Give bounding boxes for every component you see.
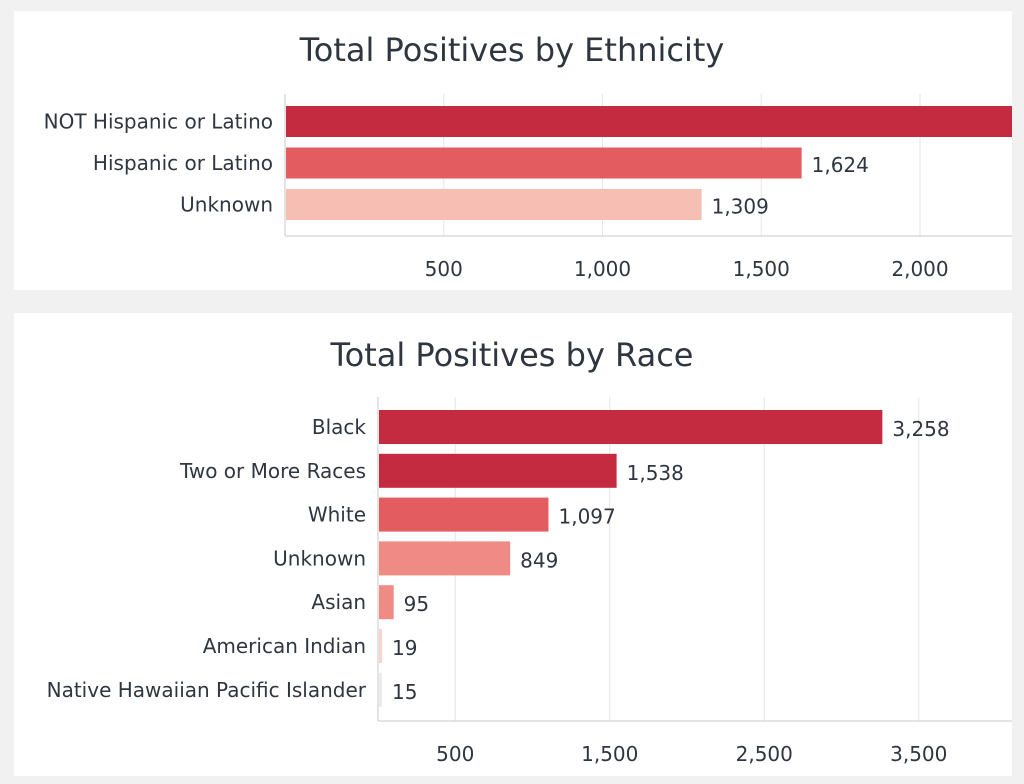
- race-value-label: 95: [404, 592, 429, 616]
- race-chart-title: Total Positives by Race: [330, 336, 694, 374]
- race-bar: [379, 497, 549, 532]
- race-x-tick-label: 500: [436, 742, 474, 766]
- race-bar: [379, 629, 382, 663]
- race-category-label: Unknown: [273, 546, 366, 570]
- race-x-tick-label: 3,500: [890, 742, 947, 766]
- ethnicity-x-tick-label: 1,000: [574, 257, 631, 281]
- race-category-label: White: [308, 503, 366, 527]
- ethnicity-category-label: NOT Hispanic or Latino: [44, 110, 273, 134]
- race-category-label: Black: [312, 415, 367, 439]
- ethnicity-value-label: 1,624: [812, 153, 869, 177]
- race-value-label: 1,097: [558, 505, 615, 529]
- race-value-label: 849: [520, 548, 558, 572]
- race-bar: [379, 541, 511, 576]
- ethnicity-chart: Total Positives by Ethnicity 500 1,000 1,5…: [44, 31, 1012, 281]
- race-x-tick-label: 1,500: [581, 742, 638, 766]
- ethnicity-chart-title: Total Positives by Ethnicity: [299, 31, 725, 69]
- race-x-tick-label: 2,500: [736, 742, 793, 766]
- race-category-label: Native Hawaiian Pacific Islander: [47, 678, 367, 702]
- race-bar: [379, 410, 883, 444]
- race-category-label: American Indian: [203, 634, 366, 658]
- ethnicity-x-tick-label: 500: [425, 257, 463, 281]
- race-value-label: 19: [392, 636, 417, 660]
- race-chart: Total Positives by Race 500 1,500 2,500 3,5…: [47, 336, 1012, 766]
- race-bar: [379, 453, 617, 488]
- race-value-label: 15: [392, 680, 417, 704]
- ethnicity-chart-panel: Total Positives by Ethnicity 500 1,000 1,5…: [14, 11, 1012, 290]
- race-value-label: 1,538: [627, 461, 684, 485]
- ethnicity-x-tick-label: 1,500: [733, 257, 790, 281]
- ethnicity-category-label: Hispanic or Latino: [93, 151, 273, 175]
- race-value-label: 3,258: [892, 417, 949, 441]
- ethnicity-category-label: Unknown: [180, 193, 273, 217]
- race-chart-panel: Total Positives by Race 500 1,500 2,500 3,5…: [14, 313, 1012, 776]
- race-bar: [379, 585, 394, 620]
- race-category-label: Asian: [311, 590, 366, 614]
- ethnicity-value-label: 1,309: [712, 195, 769, 219]
- ethnicity-bar: [286, 189, 702, 220]
- race-bar: [379, 672, 382, 707]
- ethnicity-bar: [286, 147, 802, 179]
- ethnicity-x-tick-label: 2,000: [891, 257, 948, 281]
- race-category-label: Two or More Races: [179, 459, 366, 483]
- ethnicity-bar: [286, 106, 1012, 137]
